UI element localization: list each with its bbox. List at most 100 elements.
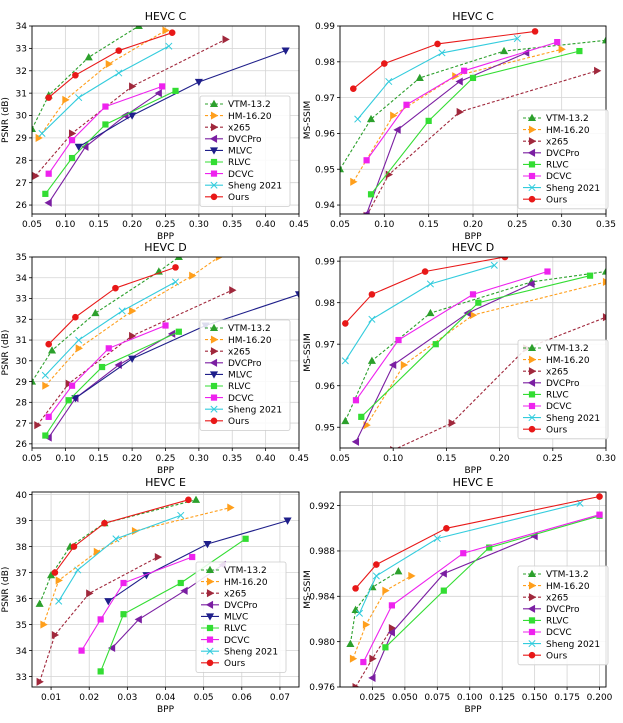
data-point	[456, 107, 464, 116]
data-point	[350, 177, 358, 186]
series-line-vtm-13-2	[39, 499, 197, 605]
series-line-rlvc	[100, 538, 246, 672]
legend-entry: RLVC	[228, 158, 251, 168]
data-point	[455, 77, 463, 86]
legend-entry: HM-16.20	[224, 578, 268, 588]
data-point	[32, 377, 37, 385]
y-tick-label: 0.98	[315, 299, 335, 309]
data-point	[368, 673, 376, 682]
data-point	[469, 311, 478, 320]
series-line-rlvc	[385, 515, 600, 648]
data-point	[44, 198, 52, 207]
data-point	[341, 416, 350, 425]
legend-entry: RLVC	[228, 382, 251, 392]
y-tick-label: 0.988	[309, 547, 335, 557]
legend-marker	[206, 589, 215, 598]
legend-entry: HM-16.20	[228, 112, 272, 122]
y-tick-label: 0.98	[315, 58, 335, 68]
data-point	[68, 129, 77, 138]
data-point	[340, 165, 345, 173]
data-point	[486, 544, 493, 551]
y-tick-label: 38	[16, 543, 28, 553]
data-point	[41, 371, 49, 379]
x-tick-label: 0.40	[256, 220, 276, 230]
data-point	[596, 511, 603, 518]
data-point	[47, 346, 57, 354]
data-point	[97, 616, 104, 623]
data-point	[426, 308, 435, 317]
y-tick-label: 0.980	[309, 638, 335, 648]
data-point	[104, 598, 113, 606]
series-line-dcvc	[366, 41, 558, 161]
series-line-hm-16-20	[42, 507, 231, 625]
x-axis-label: BPP	[157, 466, 175, 476]
series-line-ours	[344, 257, 505, 324]
series-line-sheng-2021	[357, 37, 518, 120]
chart-title: HEVC C	[452, 10, 494, 23]
y-tick-label: 34	[16, 647, 28, 657]
x-tick-label: 0.35	[222, 220, 242, 230]
legend-marker	[528, 367, 537, 376]
legend-entry: DCVC	[546, 628, 572, 638]
x-tick-label: 0.20	[490, 454, 510, 464]
data-point	[91, 308, 100, 317]
data-point	[425, 117, 432, 124]
data-point	[107, 643, 116, 653]
data-point	[558, 45, 566, 54]
legend-entry: Ours	[546, 425, 567, 435]
data-point	[373, 561, 380, 568]
axes-frame	[31, 256, 300, 449]
series-line-x265	[39, 556, 159, 682]
y-tick-label: 26	[16, 440, 28, 450]
x-tick-label: 0.30	[189, 454, 209, 464]
legend-box	[195, 561, 287, 673]
data-point	[159, 83, 166, 90]
x-tick-label: 0.10	[374, 220, 394, 230]
legend-marker	[206, 636, 214, 643]
legend-entry: HM-16.20	[546, 126, 590, 136]
x-tick-label: 0.30	[552, 220, 572, 230]
legend-entry: RLVC	[546, 391, 569, 401]
data-point	[229, 286, 237, 295]
series-line-x265	[396, 316, 606, 448]
series-line-dcvc	[81, 556, 193, 651]
legend-marker	[528, 172, 536, 180]
data-point	[129, 82, 137, 91]
data-point	[350, 85, 357, 92]
chart-panel-4: 0.05 0.10 0.15 0.20 0.25 0.30 0.95 0.96 0.97 0.98…	[303, 241, 616, 476]
legend-box	[517, 565, 609, 666]
y-tick-label: 34	[16, 22, 28, 32]
x-axis-label: BPP	[157, 705, 175, 715]
series-line-hm-16-20	[366, 281, 606, 426]
x-tick-label: 0.025	[360, 693, 386, 703]
data-point	[129, 306, 137, 316]
data-point	[84, 53, 93, 61]
x-tick-label: 0.25	[155, 454, 175, 464]
x-tick-label: 0.075	[424, 693, 450, 703]
data-point	[388, 602, 396, 609]
data-point	[439, 569, 447, 578]
y-axis-label: PSNR (dB)	[1, 330, 11, 376]
series-line-sheng-2021	[41, 45, 170, 134]
legend-marker	[528, 137, 537, 146]
series-line-hm-16-20	[352, 575, 412, 659]
data-point	[352, 585, 359, 592]
data-point	[475, 299, 482, 306]
y-tick-label: 0.99	[315, 22, 335, 32]
data-point	[45, 170, 52, 177]
data-point	[42, 432, 49, 439]
data-point	[112, 535, 120, 543]
data-point	[434, 40, 441, 48]
x-axis-label: BPP	[464, 705, 482, 715]
legend-entry: Sheng 2021	[546, 414, 600, 424]
y-tick-label: 28	[16, 156, 28, 166]
chart-title: HEVC E	[453, 476, 494, 489]
x-tick-label: 0.10	[55, 220, 75, 230]
chart-title: HEVC E	[145, 476, 186, 489]
data-point	[194, 78, 203, 87]
data-point	[352, 397, 360, 404]
x-tick-label: 0.05	[22, 454, 42, 464]
